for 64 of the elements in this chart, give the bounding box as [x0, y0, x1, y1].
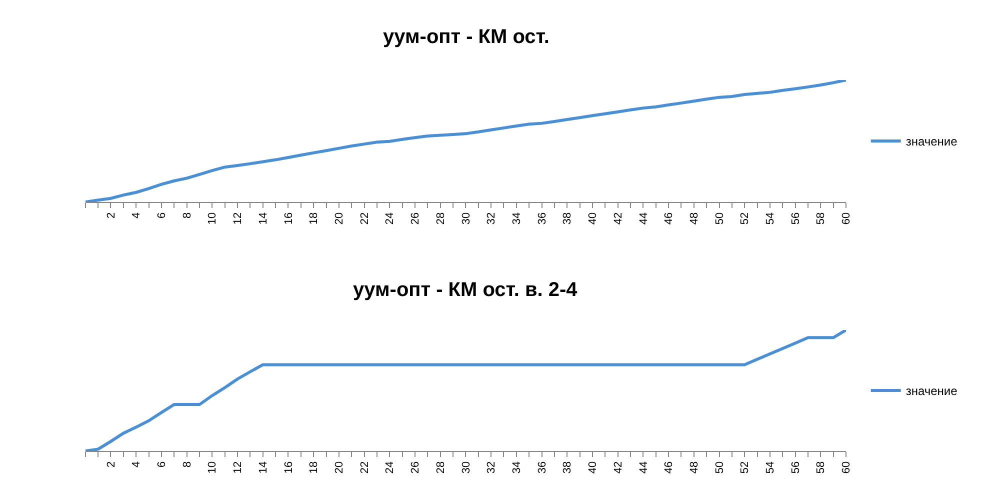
- x-tick-label: 60: [840, 212, 853, 225]
- x-tick-label: 14: [257, 461, 270, 474]
- x-tick-label: 28: [434, 212, 447, 225]
- chart-title: уум-опт - КМ ост.: [383, 26, 550, 48]
- x-tick-label: 58: [815, 212, 828, 225]
- x-tick-label: 8: [181, 212, 194, 219]
- legend-label: значение: [906, 384, 958, 398]
- x-tick-label: 22: [358, 212, 371, 225]
- x-tick-label: 24: [384, 461, 396, 474]
- x-tick-label: 16: [282, 212, 295, 225]
- x-tick-label: 30: [460, 461, 472, 474]
- x-tick-label: 20: [334, 212, 346, 225]
- x-tick-label: 56: [790, 461, 802, 474]
- x-tick-label: 6: [156, 212, 168, 219]
- x-tick-label: 42: [612, 461, 624, 474]
- x-tick-label: 48: [688, 212, 700, 225]
- x-tick-label: 48: [688, 461, 700, 474]
- x-tick-label: 2: [105, 212, 118, 219]
- x-tick-label: 6: [156, 461, 168, 468]
- x-tick-label: 38: [562, 461, 574, 474]
- x-tick-label: 36: [536, 212, 548, 225]
- x-tick-label: 18: [308, 461, 320, 474]
- x-tick-label: 26: [410, 461, 422, 474]
- x-tick-label: 46: [663, 212, 676, 225]
- x-tick-label: 50: [714, 461, 726, 474]
- x-tick-label: 40: [587, 212, 600, 225]
- x-tick-label: 44: [638, 212, 650, 225]
- x-tick-label: 2: [105, 461, 118, 468]
- x-tick-label: 12: [232, 212, 244, 225]
- x-tick-label: 42: [612, 212, 624, 225]
- x-tick-label: 10: [206, 212, 219, 225]
- x-tick-label: 14: [257, 212, 270, 225]
- x-tick-label: 28: [434, 461, 447, 474]
- x-tick-label: 36: [536, 461, 548, 474]
- x-tick-label: 56: [790, 212, 802, 225]
- x-tick-label: 8: [181, 461, 194, 468]
- x-tick-label: 52: [739, 461, 752, 474]
- x-tick-label: 58: [815, 461, 828, 474]
- x-tick-label: 4: [130, 461, 143, 468]
- legend-label: значение: [906, 134, 958, 149]
- x-tick-label: 46: [663, 461, 676, 474]
- x-tick-label: 4: [130, 212, 143, 219]
- x-tick-label: 12: [232, 461, 244, 474]
- x-tick-label: 22: [358, 461, 371, 474]
- x-tick-label: 32: [486, 461, 498, 474]
- x-tick-label: 24: [384, 212, 396, 225]
- x-tick-label: 54: [764, 461, 777, 474]
- x-tick-label: 16: [282, 461, 295, 474]
- x-tick-label: 18: [308, 212, 320, 225]
- x-tick-label: 20: [334, 461, 346, 474]
- chart-title: уум-опт - КМ ост. в. 2-4: [353, 279, 578, 301]
- x-tick-label: 10: [206, 461, 219, 474]
- x-tick-label: 54: [764, 212, 777, 225]
- x-tick-label: 60: [840, 461, 853, 474]
- x-tick-label: 38: [562, 212, 574, 225]
- x-tick-label: 40: [587, 461, 600, 474]
- x-tick-label: 34: [510, 212, 523, 225]
- x-tick-label: 52: [739, 212, 752, 225]
- x-tick-label: 30: [460, 212, 472, 225]
- x-tick-label: 34: [510, 461, 523, 474]
- x-tick-label: 26: [410, 212, 422, 225]
- x-tick-label: 50: [714, 212, 726, 225]
- x-tick-label: 32: [486, 212, 498, 225]
- x-tick-label: 44: [638, 461, 650, 474]
